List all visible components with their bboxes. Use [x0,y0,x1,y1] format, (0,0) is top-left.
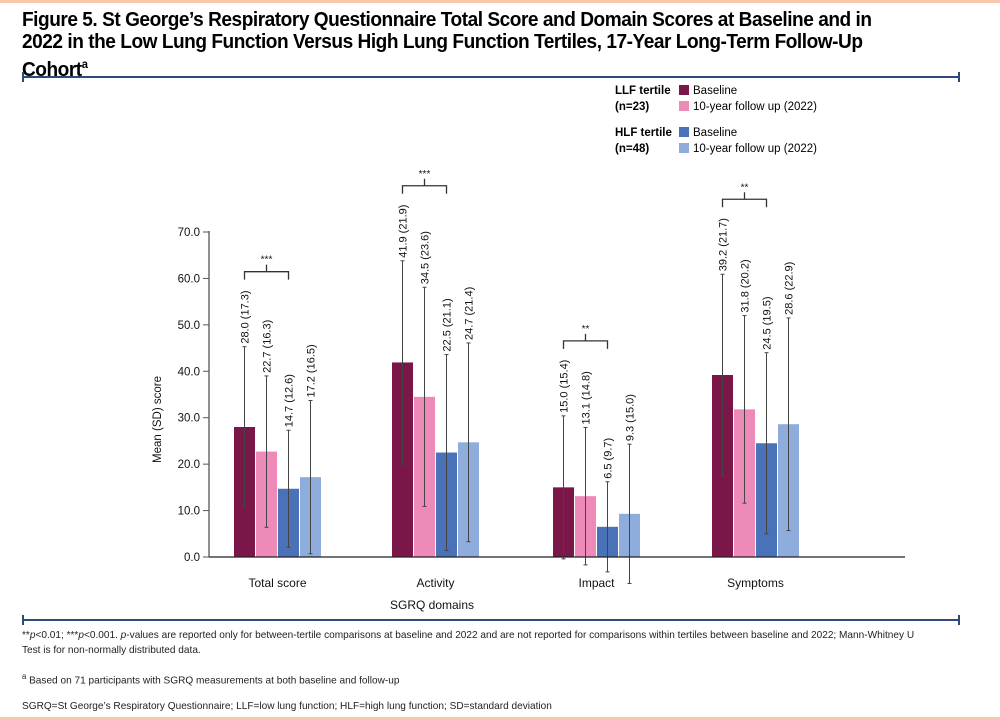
data-label: 22.7 (16.3) [262,320,274,373]
figure-title-text: Figure 5. St George’s Respiratory Questi… [22,8,872,81]
y-tick-label: 0.0 [184,552,200,564]
data-label: 15.0 (15.4) [559,360,571,413]
error-bars-layer [242,260,791,584]
data-label: 39.2 (21.7) [718,218,730,271]
significance-marker: ** [582,324,590,335]
data-label: 28.6 (22.9) [784,262,796,315]
footnote-a: a Based on 71 participants with SGRQ mea… [22,669,934,689]
legend-group-hlf-name: HLF tertile [615,127,672,139]
top-accent-rule [0,0,1000,3]
data-label: 24.7 (21.4) [464,287,476,340]
bars-layer [234,362,799,557]
significance-bracket [721,192,768,208]
header-divider [22,72,960,82]
legend-item-llf-baseline: Baseline [679,85,737,97]
x-tick-label: Total score [248,576,306,590]
fn-text: <0.01; *** [35,629,79,641]
footnote-pvalues: **p<0.01; ***p<0.001. p-values are repor… [22,628,934,658]
legend-swatch [679,127,689,137]
significance-marker: ** [741,182,749,193]
legend-group-llf-n: (n=23) [615,101,650,113]
y-axis-label: Mean (SD) score [152,376,164,463]
data-label: 34.5 (23.6) [420,231,432,284]
significance-marker: *** [419,169,431,180]
y-tick-label: 10.0 [178,506,200,518]
legend-group-hlf-n: (n=48) [615,143,650,155]
legend-label: Baseline [693,85,738,97]
y-tick-label: 30.0 [178,413,200,425]
y-tick-label: 20.0 [178,459,200,471]
footer-divider [22,615,960,625]
data-label: 28.0 (17.3) [240,290,252,343]
legend-swatch [679,143,689,153]
fn-text: -values are reported only for between-te… [22,629,915,656]
legend-swatch [679,101,689,111]
significance-bracket [562,333,609,349]
legend-swatch [679,85,689,95]
legend-label: 10-year follow up (2022) [693,143,818,155]
data-label: 13.1 (14.8) [581,371,593,424]
x-tick-label: Impact [578,576,615,590]
fn-text: <0.001. [83,629,121,641]
legend-group-llf-name: LLF tertile [615,85,671,97]
y-tick-label: 40.0 [178,366,200,378]
y-tick-label: 50.0 [178,320,200,332]
fn-marker: a [22,672,27,681]
legend-label: Baseline [693,127,738,139]
x-tick-label: Symptoms [727,576,784,590]
data-label: 41.9 (21.9) [398,205,410,258]
fn-text-italic: p [120,629,127,641]
fn-text: Based on 71 participants with SGRQ measu… [26,674,400,687]
data-label: 17.2 (16.5) [306,344,318,397]
axes-layer: 0.0 10.0 20.0 30.0 40.0 50.0 60.0 70.0 Mean (SD)… [152,227,905,612]
title-footnote-marker: a [81,57,88,71]
data-label: 9.3 (15.0) [625,394,637,441]
bar-chart: 0.0 10.0 20.0 30.0 40.0 50.0 60.0 70.0 Mean (SD)… [152,169,905,612]
legend-label: 10-year follow up (2022) [693,101,818,113]
y-tick-label: 70.0 [178,227,200,239]
data-label: 24.5 (19.5) [762,297,774,350]
legend-item-hlf-followup: 10-year follow up (2022) [679,143,817,155]
significance-marker: *** [261,255,273,266]
figure-title: Figure 5. St George’s Respiratory Questi… [22,9,915,81]
significance-layer: ********** [243,169,768,349]
data-label: 22.5 (21.1) [442,298,454,351]
fn-text: ** [22,629,30,641]
significance-bracket [243,264,290,280]
fn-text-italic: p [78,629,84,641]
bottom-accent-rule [0,717,1000,720]
data-labels-layer: 28.0 (17.3) 41.9 (21.9) 15.0 (15.4) 39.2 (2… [240,205,796,479]
legend-item-llf-followup: 10-year follow up (2022) [679,101,817,113]
data-label: 31.8 (20.2) [740,259,752,312]
y-tick-label: 60.0 [178,273,200,285]
x-tick-label: Activity [416,576,454,590]
data-label: 14.7 (12.6) [284,374,296,427]
significance-bracket [401,178,448,194]
legend-item-hlf-baseline: Baseline [679,127,737,139]
data-label: 6.5 (9.7) [603,438,615,479]
fn-text-italic: p [29,629,36,641]
footnote-abbreviations: SGRQ=St George’s Respiratory Questionnai… [22,700,552,712]
x-axis-label: SGRQ domains [390,598,474,612]
